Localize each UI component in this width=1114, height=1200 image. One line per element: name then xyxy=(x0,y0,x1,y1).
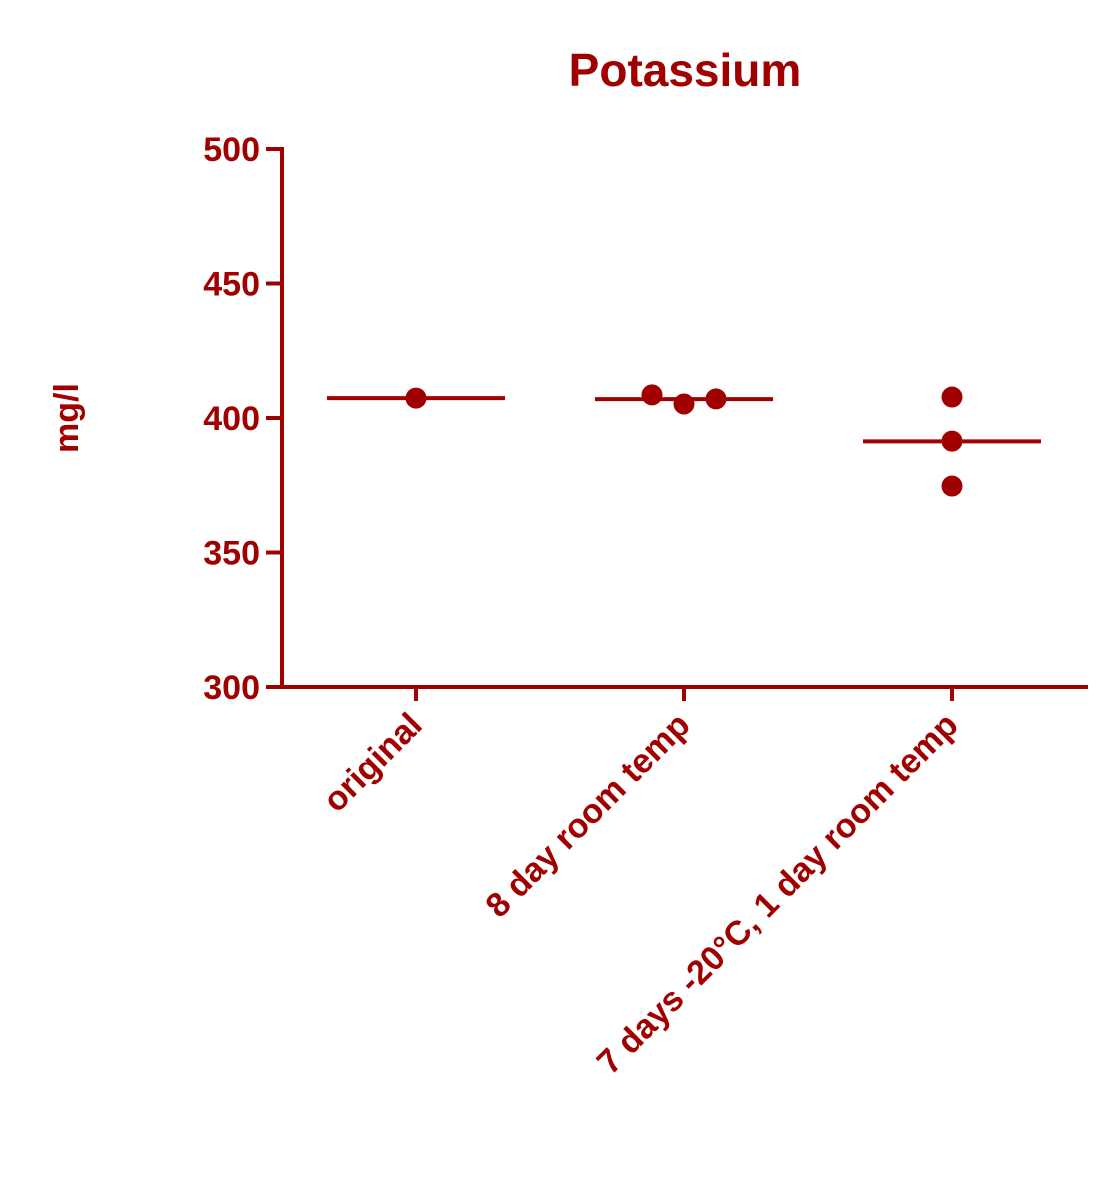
data-point xyxy=(941,475,963,497)
y-axis-label: mg/l xyxy=(48,383,86,453)
data-point xyxy=(641,384,663,406)
y-tick-label: 500 xyxy=(203,131,260,169)
y-tick-label: 300 xyxy=(203,669,260,707)
y-tick-label: 400 xyxy=(203,400,260,438)
data-point xyxy=(673,393,695,415)
y-tick-label: 450 xyxy=(203,266,260,304)
data-point xyxy=(941,386,963,408)
chart-title: Potassium xyxy=(569,44,802,96)
y-tick-label: 350 xyxy=(203,535,260,573)
x-tick-label: 8 day room temp xyxy=(478,706,697,925)
x-tick-label: original xyxy=(316,706,430,820)
